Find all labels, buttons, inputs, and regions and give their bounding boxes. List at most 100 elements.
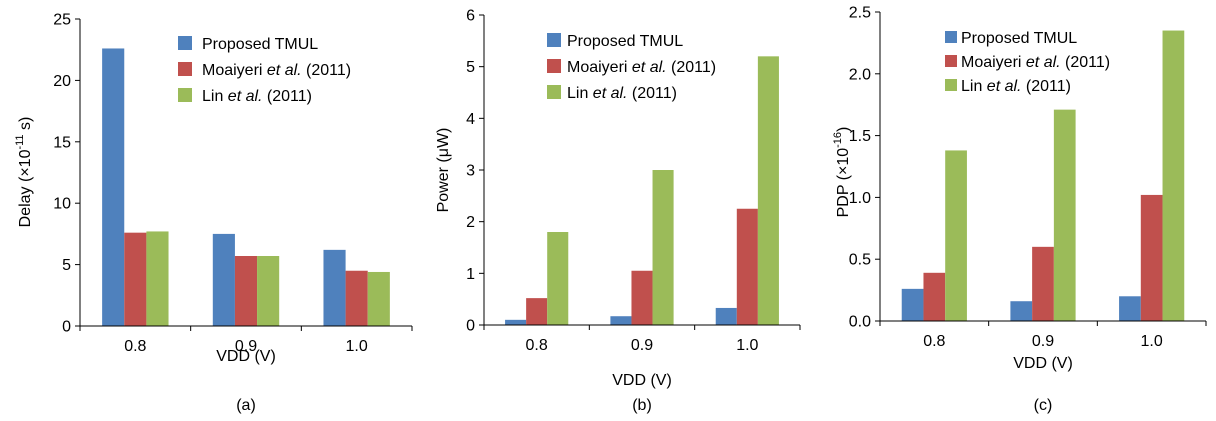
y-tick-label: 20 <box>53 73 71 90</box>
x-tick-label: 1.0 <box>346 338 368 355</box>
legend-label-part: Moaiyeri <box>961 54 1026 71</box>
legend-label-part: (2011) <box>262 88 312 105</box>
x-tick-label: 0.8 <box>124 338 146 355</box>
legend-label-part: Proposed TMUL <box>961 30 1077 47</box>
bar-proposed-tmul-2 <box>715 307 737 325</box>
y-axis-title-unit: ) <box>835 127 852 132</box>
legend-label-lin: Lin et al. (2011) <box>961 78 1071 95</box>
legend-label-part: (2011) <box>1021 78 1071 95</box>
legend-swatch-proposed-tmul <box>178 36 192 50</box>
chart-panel-b: 0 1 2 3 4 5 6 0.8 0.9 1.0 VDD (V) Power (μW) Propose… <box>435 8 801 414</box>
legend-swatch-moaiyeri <box>547 59 561 73</box>
y-tick-label: 0 <box>466 318 475 335</box>
panel-caption: (c) <box>1034 397 1053 414</box>
bar-proposed-tmul-1 <box>610 316 632 325</box>
bar-proposed-tmul-2 <box>323 249 346 326</box>
bar-lin-2 <box>367 271 390 326</box>
bar-proposed-tmul-0 <box>901 288 924 321</box>
bar-moaiyeri-1 <box>631 270 653 325</box>
bar-lin-2 <box>1162 30 1185 321</box>
chart-panel-c: 0.0 0.5 1.0 1.5 2.0 2.5 0.8 0.9 1.0 VDD (V) PDP (×… <box>832 5 1207 414</box>
bar-moaiyeri-2 <box>1140 194 1163 321</box>
x-tick-label: 0.9 <box>631 337 653 354</box>
y-tick-label: 5 <box>62 257 71 274</box>
y-axis-title-exponent: -16 <box>832 132 844 148</box>
legend-label-proposed-tmul: Proposed TMUL <box>961 30 1077 47</box>
y-tick-label: 15 <box>53 134 71 151</box>
y-axis-title: PDP (×10-16) <box>832 127 852 218</box>
legend-label-part: Lin <box>961 78 987 95</box>
y-tick-label: 25 <box>53 12 71 29</box>
y-tick-label: 2.5 <box>849 5 871 22</box>
bar-proposed-tmul-1 <box>1010 301 1033 321</box>
bar-moaiyeri-1 <box>234 256 258 326</box>
panel-caption: (a) <box>236 397 256 414</box>
legend-label-part: Moaiyeri <box>567 59 632 76</box>
y-tick-label: 10 <box>53 196 71 213</box>
legend-label-part: et al. <box>632 59 667 76</box>
y-axis-title-base: PDP (×10 <box>835 148 852 218</box>
y-axis-title-base: Delay (×10 <box>17 149 34 227</box>
legend-label-part: Proposed TMUL <box>202 36 318 53</box>
legend-swatch-proposed-tmul <box>945 31 957 43</box>
legend-label-proposed-tmul: Proposed TMUL <box>567 33 683 50</box>
bar-proposed-tmul-0 <box>505 319 527 325</box>
bar-lin-1 <box>652 170 674 325</box>
bar-lin-0 <box>146 231 169 326</box>
x-axis-title: VDD (V) <box>612 372 672 389</box>
legend-label-moaiyeri: Moaiyeri et al. (2011) <box>202 62 351 79</box>
y-tick-label: 6 <box>466 8 475 25</box>
bar-lin-2 <box>757 56 779 325</box>
x-tick-label: 0.8 <box>923 333 945 350</box>
x-tick-label: 1.0 <box>1141 333 1163 350</box>
y-tick-label: 1.5 <box>849 128 871 145</box>
bar-proposed-tmul-1 <box>212 233 235 326</box>
legend-swatch-moaiyeri <box>945 55 957 67</box>
y-axis-title-base: Power (μW) <box>435 128 452 213</box>
legend-label-moaiyeri: Moaiyeri et al. (2011) <box>961 54 1110 71</box>
bar-moaiyeri-2 <box>345 270 368 326</box>
y-tick-label: 0.5 <box>849 252 871 269</box>
legend-label-part: (2011) <box>667 59 717 76</box>
y-axis-title-unit: s) <box>17 117 34 135</box>
legend-swatch-moaiyeri <box>178 62 192 76</box>
y-axis-title: Power (μW) <box>435 128 452 213</box>
bar-moaiyeri-2 <box>736 208 758 325</box>
y-tick-label: 4 <box>466 111 475 128</box>
legend-swatch-lin <box>945 79 957 91</box>
bar-moaiyeri-0 <box>124 232 147 326</box>
legend-label-part: Lin <box>567 85 593 102</box>
legend-label-part: et al. <box>267 62 302 79</box>
legend-label-moaiyeri: Moaiyeri et al. (2011) <box>567 59 716 76</box>
legend-label-lin: Lin et al. (2011) <box>567 85 677 102</box>
x-axis-title: VDD (V) <box>1013 355 1073 372</box>
legend-label-part: (2011) <box>627 85 677 102</box>
legend-label-part: (2011) <box>302 62 352 79</box>
legend-label-part: Proposed TMUL <box>567 33 683 50</box>
bar-lin-1 <box>1053 109 1076 321</box>
legend-label-part: et al. <box>228 88 263 105</box>
y-tick-label: 1 <box>466 266 475 283</box>
bar-lin-0 <box>945 150 967 321</box>
legend-label-lin: Lin et al. (2011) <box>202 88 312 105</box>
x-tick-label: 0.8 <box>526 337 548 354</box>
legend-label-part: Lin <box>202 88 228 105</box>
x-axis-title: VDD (V) <box>216 348 276 365</box>
legend-swatch-proposed-tmul <box>547 33 561 47</box>
bar-proposed-tmul-2 <box>1119 296 1141 321</box>
y-tick-label: 2.0 <box>849 66 871 83</box>
bar-lin-0 <box>547 232 569 325</box>
panel-caption: (b) <box>632 397 652 414</box>
bar-moaiyeri-0 <box>923 272 946 321</box>
y-tick-label: 0 <box>62 319 71 336</box>
chart-panel-a: 0 5 10 15 20 25 0.8 0.9 1.0 VDD (V) Delay (×10-11 … <box>14 12 413 414</box>
legend-label-part: (2011) <box>1061 54 1111 71</box>
bar-proposed-tmul-0 <box>102 48 125 326</box>
y-tick-label: 2 <box>466 214 475 231</box>
legend-swatch-lin <box>547 85 561 99</box>
bar-lin-1 <box>257 256 280 326</box>
y-axis-title: Delay (×10-11 s) <box>14 117 34 228</box>
legend-swatch-lin <box>178 88 192 102</box>
x-tick-label: 1.0 <box>736 337 758 354</box>
